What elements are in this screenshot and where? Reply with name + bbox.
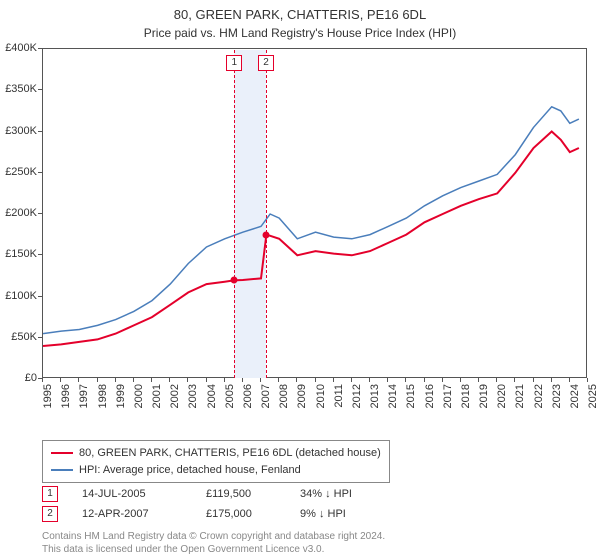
x-tick-label: 2018 — [460, 384, 472, 408]
x-tick-label: 2020 — [496, 384, 508, 408]
x-tick-label: 2007 — [260, 384, 272, 408]
x-tick-label: 2001 — [151, 384, 163, 408]
x-tick-label: 2023 — [551, 384, 563, 408]
x-tick-label: 2002 — [169, 384, 181, 408]
sale-point — [231, 277, 238, 284]
y-tick-label: £300K — [5, 125, 37, 137]
legend-swatch — [51, 469, 73, 471]
sale-diff: 9% ↓ HPI — [300, 508, 346, 520]
x-tick-label: 2024 — [569, 384, 581, 408]
x-tick-label: 2005 — [224, 384, 236, 408]
x-tick-label: 2025 — [587, 384, 599, 408]
x-tick-label: 2004 — [206, 384, 218, 408]
sale-date: 14-JUL-2005 — [82, 488, 182, 500]
sale-marker-line — [234, 50, 235, 378]
x-tick-label: 2022 — [533, 384, 545, 408]
chart-container: 80, GREEN PARK, CHATTERIS, PE16 6DL Pric… — [0, 0, 600, 560]
x-tick-label: 2010 — [315, 384, 327, 408]
plot-box: 12 — [42, 48, 587, 378]
sale-row-marker: 1 — [42, 486, 58, 502]
y-tick-label: £250K — [5, 166, 37, 178]
sale-marker-box: 1 — [226, 55, 242, 71]
page-title: 80, GREEN PARK, CHATTERIS, PE16 6DL — [0, 0, 600, 24]
footer-line-1: Contains HM Land Registry data © Crown c… — [42, 530, 385, 543]
x-tick-label: 2014 — [387, 384, 399, 408]
series-price_paid — [43, 132, 579, 347]
y-tick-label: £0 — [25, 372, 37, 384]
x-tick-label: 2006 — [242, 384, 254, 408]
y-tick-label: £100K — [5, 290, 37, 302]
sale-marker-line — [266, 50, 267, 378]
x-tick-label: 2016 — [424, 384, 436, 408]
sale-row-marker: 2 — [42, 506, 58, 522]
sale-row: 2 12-APR-2007 £175,000 9% ↓ HPI — [42, 506, 346, 522]
sale-point — [263, 231, 270, 238]
x-tick-label: 2021 — [514, 384, 526, 408]
x-tick-label: 1999 — [115, 384, 127, 408]
sale-marker-box: 2 — [258, 55, 274, 71]
chart-area: 12 £0£50K£100K£150K£200K£250K£300K£350K£… — [42, 48, 587, 408]
sale-price: £119,500 — [206, 488, 276, 500]
x-tick-label: 2017 — [442, 384, 454, 408]
x-tick-label: 1997 — [78, 384, 90, 408]
line-paths — [43, 49, 588, 379]
legend-label: 80, GREEN PARK, CHATTERIS, PE16 6DL (det… — [79, 445, 381, 462]
x-tick-label: 2008 — [278, 384, 290, 408]
sale-date: 12-APR-2007 — [82, 508, 182, 520]
sale-price: £175,000 — [206, 508, 276, 520]
x-tick-label: 2009 — [296, 384, 308, 408]
legend-box: 80, GREEN PARK, CHATTERIS, PE16 6DL (det… — [42, 440, 390, 483]
footer-attribution: Contains HM Land Registry data © Crown c… — [42, 530, 385, 556]
x-tick-label: 2003 — [187, 384, 199, 408]
legend-row: HPI: Average price, detached house, Fenl… — [51, 462, 381, 479]
sale-diff: 34% ↓ HPI — [300, 488, 352, 500]
x-tick-label: 2012 — [351, 384, 363, 408]
y-tick-label: £50K — [11, 331, 37, 343]
legend-label: HPI: Average price, detached house, Fenl… — [79, 462, 301, 479]
y-tick-label: £200K — [5, 207, 37, 219]
x-tick-label: 2011 — [333, 384, 345, 408]
footer-line-2: This data is licensed under the Open Gov… — [42, 543, 385, 556]
series-hpi — [43, 107, 579, 334]
x-tick-label: 1998 — [97, 384, 109, 408]
legend-row: 80, GREEN PARK, CHATTERIS, PE16 6DL (det… — [51, 445, 381, 462]
legend-swatch — [51, 452, 73, 454]
sale-row: 1 14-JUL-2005 £119,500 34% ↓ HPI — [42, 486, 352, 502]
x-tick-label: 1996 — [60, 384, 72, 408]
y-tick-label: £350K — [5, 83, 37, 95]
y-tick-label: £150K — [5, 248, 37, 260]
y-tick-label: £400K — [5, 42, 37, 54]
x-tick-label: 2013 — [369, 384, 381, 408]
x-tick-label: 2015 — [405, 384, 417, 408]
x-tick-label: 1995 — [42, 384, 54, 408]
page-subtitle: Price paid vs. HM Land Registry's House … — [0, 24, 600, 40]
x-tick-label: 2019 — [478, 384, 490, 408]
x-tick-label: 2000 — [133, 384, 145, 408]
